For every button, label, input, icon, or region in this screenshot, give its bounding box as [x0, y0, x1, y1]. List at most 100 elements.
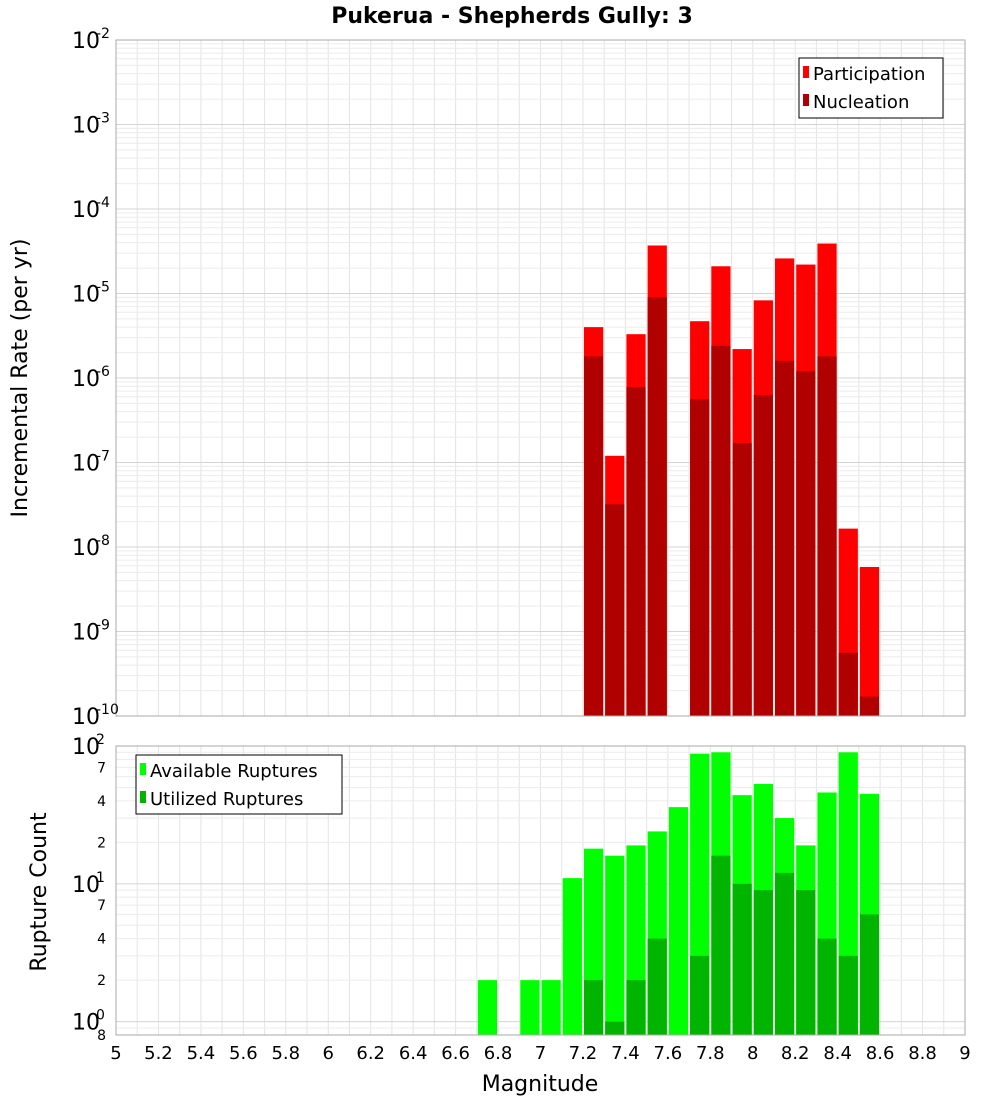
x-axis-label: Magnitude: [482, 1072, 599, 1097]
legend-item-available-ruptures: Available Ruptures: [140, 761, 318, 782]
x-tick-label: 6.6: [441, 1043, 470, 1064]
legend-label-participation: Participation: [813, 64, 925, 85]
bar-utilized-ruptures: [690, 955, 710, 1035]
bottom-y-axis-label: Rupture Count: [27, 812, 52, 972]
legend-item-nucleation: Nucleation: [803, 92, 909, 113]
x-tick-label: 5.4: [187, 1043, 216, 1064]
bar-available-ruptures: [541, 980, 561, 1035]
y-tick-label: 10: [72, 452, 100, 477]
y-tick-exponent: -8: [96, 533, 110, 549]
y-tick-exponent: 2: [96, 732, 105, 748]
x-tick-label: 5.6: [229, 1043, 258, 1064]
legend-swatch-available-ruptures: [140, 763, 146, 775]
y-minor-tick-label: 4: [97, 932, 106, 948]
y-tick-label: 10: [72, 1011, 100, 1036]
bar-utilized-ruptures: [626, 980, 646, 1035]
bar-participation: [859, 566, 880, 716]
legend-label-nucleation: Nucleation: [813, 92, 909, 113]
x-tick-label: 8.2: [781, 1043, 810, 1064]
bar-nucleation: [690, 399, 710, 716]
bar-available-ruptures: [477, 980, 498, 1035]
y-tick-exponent: 1: [96, 870, 105, 886]
y-tick-label: 10: [72, 735, 100, 760]
bar-utilized-ruptures: [583, 980, 604, 1035]
x-tick-label: 8.8: [908, 1043, 937, 1064]
y-tick-exponent: -4: [96, 195, 110, 211]
y-tick-exponent: -10: [96, 702, 119, 718]
bar-available-ruptures: [562, 878, 582, 1035]
y-tick-label: 10: [72, 198, 100, 223]
y-minor-tick-label: 2: [97, 973, 106, 989]
bar-available-ruptures: [605, 855, 625, 1035]
y-tick-label: 10: [72, 536, 100, 561]
y-tick-label: 10: [72, 367, 100, 392]
legend-item-utilized-ruptures: Utilized Ruptures: [140, 789, 303, 810]
bottom-plot-frame: [115, 745, 966, 1036]
bar-utilized-ruptures: [732, 883, 752, 1035]
y-tick-label: 10: [72, 29, 100, 54]
y-tick-label: 10: [72, 621, 100, 646]
x-tick-label: 8.6: [866, 1043, 895, 1064]
bar-nucleation: [796, 371, 816, 716]
bar-utilized-ruptures: [796, 890, 816, 1035]
legend-item-participation: Participation: [803, 64, 925, 85]
y-tick-exponent: -2: [96, 26, 110, 42]
top-plot-frame: [115, 39, 966, 717]
bar-nucleation: [732, 443, 752, 716]
bottom-bars: [477, 752, 880, 1035]
bar-nucleation: [605, 504, 625, 716]
y-tick-exponent: -3: [96, 111, 110, 127]
y-tick-exponent: -6: [96, 364, 110, 380]
x-tick-label: 6.2: [356, 1043, 385, 1064]
x-tick-label: 6.4: [399, 1043, 428, 1064]
x-tick-label: 8: [747, 1043, 758, 1064]
bar-nucleation: [647, 297, 667, 716]
y-minor-tick-label: 4: [97, 794, 106, 810]
x-tick-label: 7.2: [569, 1043, 598, 1064]
bar-utilized-ruptures: [774, 872, 795, 1035]
bottom-legend-box: [135, 754, 343, 815]
x-tick-label: 6: [323, 1043, 334, 1064]
bar-nucleation: [774, 360, 795, 716]
legend-swatch-utilized-ruptures: [140, 791, 146, 803]
bar-utilized-ruptures: [859, 914, 880, 1035]
y-minor-tick-label: 7: [97, 760, 106, 776]
y-minor-tick-label: 8: [97, 1028, 106, 1044]
x-tick-label: 5.8: [271, 1043, 300, 1064]
legend-label-utilized-ruptures: Utilized Ruptures: [150, 789, 303, 810]
bar-nucleation: [626, 387, 646, 716]
top-legend: Participation Nucleation: [798, 57, 944, 119]
bar-utilized-ruptures: [647, 938, 667, 1035]
x-tick-label: 5: [110, 1043, 121, 1064]
bar-utilized-ruptures: [753, 890, 773, 1035]
y-tick-exponent: -9: [96, 618, 110, 634]
y-tick-label: 10: [72, 873, 100, 898]
y-tick-label: 10: [72, 114, 100, 139]
bar-nucleation: [753, 394, 773, 716]
bar-utilized-ruptures: [838, 955, 858, 1035]
bar-utilized-ruptures: [711, 855, 731, 1035]
bar-utilized-ruptures: [817, 938, 837, 1035]
y-tick-label: 10: [72, 283, 100, 308]
bar-nucleation: [817, 356, 837, 716]
bar-nucleation: [859, 696, 880, 716]
bar-available-ruptures: [520, 980, 540, 1035]
y-minor-tick-label: 7: [97, 898, 106, 914]
bar-nucleation: [838, 652, 858, 716]
x-tick-label: 7.4: [611, 1043, 640, 1064]
legend-swatch-nucleation: [803, 94, 809, 106]
top-bars: [583, 243, 880, 717]
legend-swatch-participation: [803, 66, 809, 78]
x-tick-label: 7.8: [696, 1043, 725, 1064]
bottom-legend: Available Ruptures Utilized Ruptures: [135, 754, 343, 815]
bar-nucleation: [711, 345, 731, 716]
x-tick-label: 7: [535, 1043, 546, 1064]
y-tick-exponent: -5: [96, 280, 110, 296]
bar-nucleation: [583, 356, 604, 716]
x-tick-labels: 5 5.2 5.4 5.6 5.8 6 6.2 6.4 6.6 6.8 7 7.2 7.4 7.6 7.8 8…: [110, 1043, 970, 1064]
